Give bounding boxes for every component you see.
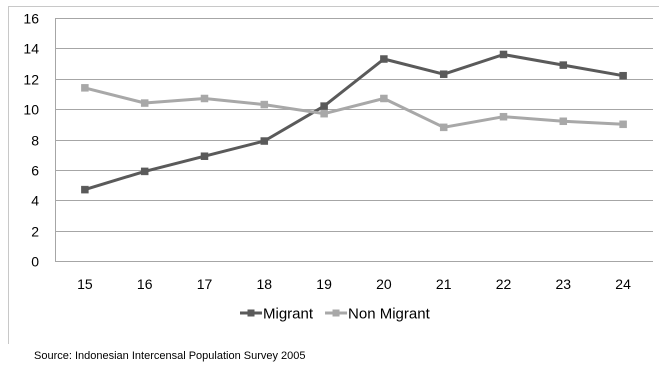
x-tick-label: 17 xyxy=(197,276,213,292)
data-point-non-migrant xyxy=(619,120,627,129)
x-tick-label: 21 xyxy=(436,276,452,292)
data-point-migrant xyxy=(260,137,269,145)
x-tick-label: 19 xyxy=(316,276,332,292)
series-group xyxy=(81,50,627,194)
data-point-non-migrant xyxy=(140,99,149,107)
y-tick-label: 6 xyxy=(31,163,39,179)
data-point-migrant xyxy=(619,71,627,80)
data-point-non-migrant xyxy=(380,94,388,103)
data-point-non-migrant xyxy=(81,84,89,92)
series-migrant xyxy=(81,50,627,194)
x-tick-label: 24 xyxy=(615,276,631,292)
x-tick-label: 15 xyxy=(77,276,93,292)
y-tick-label: 4 xyxy=(31,193,39,209)
data-point-non-migrant xyxy=(200,94,209,103)
series-non-migrant xyxy=(81,84,627,132)
data-point-non-migrant xyxy=(320,109,328,118)
series-line-non-migrant xyxy=(84,86,624,129)
gridlines xyxy=(55,18,653,262)
legend-swatch-marker xyxy=(247,309,255,317)
data-point-migrant xyxy=(439,70,448,78)
data-point-migrant xyxy=(81,185,89,194)
y-tick-label: 16 xyxy=(23,11,39,27)
x-tick-label: 16 xyxy=(137,276,153,292)
y-tick-label: 10 xyxy=(23,102,39,118)
data-point-migrant xyxy=(200,152,209,160)
y-tick-label: 2 xyxy=(31,224,39,240)
legend-item-migrant: Migrant xyxy=(240,306,314,323)
x-tick-label: 18 xyxy=(257,276,273,292)
y-tick-label: 8 xyxy=(31,133,39,149)
legend-item-non-migrant: Non Migrant xyxy=(325,306,431,323)
data-point-non-migrant xyxy=(559,117,568,126)
data-point-non-migrant xyxy=(260,100,269,109)
series-line-migrant xyxy=(84,53,624,192)
data-point-migrant xyxy=(380,55,388,63)
data-point-migrant xyxy=(140,167,149,176)
y-tick-label: 0 xyxy=(31,254,39,270)
legend: Migrant Non Migrant xyxy=(240,306,431,323)
y-tick-label: 14 xyxy=(23,41,39,57)
data-point-non-migrant xyxy=(439,123,448,132)
y-tick-label: 12 xyxy=(23,72,39,88)
data-point-migrant xyxy=(320,102,328,110)
source-note: Source: Indonesian Intercensal Populatio… xyxy=(34,350,306,362)
legend-swatch-marker xyxy=(332,309,340,317)
data-point-non-migrant xyxy=(499,112,508,121)
data-point-migrant xyxy=(559,61,568,69)
x-tick-label: 22 xyxy=(496,276,512,292)
data-point-migrant xyxy=(499,50,508,59)
x-tick-label: 23 xyxy=(556,276,572,292)
legend-label: Migrant xyxy=(263,306,314,323)
x-tick-label: 20 xyxy=(376,276,392,292)
legend-label: Non Migrant xyxy=(348,306,431,323)
